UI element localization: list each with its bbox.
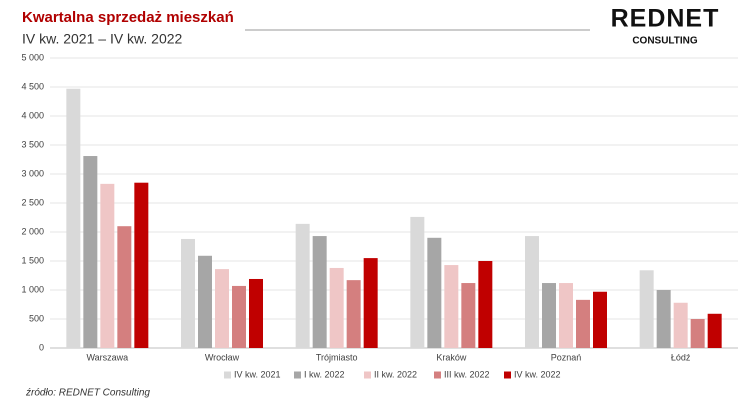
bar xyxy=(100,183,115,348)
bar xyxy=(427,237,442,348)
bar xyxy=(329,267,344,348)
legend-label: I kw. 2022 xyxy=(304,369,345,379)
x-tick-label: Wrocław xyxy=(205,352,240,362)
bar xyxy=(576,299,590,348)
legend-label: IV kw. 2022 xyxy=(514,369,561,379)
bar xyxy=(83,156,98,348)
bar xyxy=(410,216,425,348)
x-tick-label: Warszawa xyxy=(86,352,128,362)
bar xyxy=(215,269,229,348)
legend-label: III kw. 2022 xyxy=(444,369,490,379)
y-tick-label: 3 500 xyxy=(21,139,44,149)
legend-label: II kw. 2022 xyxy=(374,369,417,379)
y-tick-label: 1 000 xyxy=(21,284,44,294)
y-tick-label: 4 000 xyxy=(21,110,44,120)
logo: REDNET xyxy=(611,5,720,33)
bar xyxy=(198,255,212,348)
legend-swatch xyxy=(504,371,511,379)
y-tick-label: 5 000 xyxy=(21,52,44,62)
legend-swatch xyxy=(434,371,441,379)
legend-swatch xyxy=(224,371,231,379)
legend-swatch xyxy=(294,371,301,379)
bar xyxy=(181,238,195,348)
legend-swatch xyxy=(364,371,371,379)
chart-title: Kwartalna sprzedaż mieszkań xyxy=(22,9,234,26)
logo-sub: CONSULTING xyxy=(632,36,698,47)
y-tick-label: 4 500 xyxy=(21,81,44,91)
bar xyxy=(312,236,327,348)
x-tick-label: Łódź xyxy=(671,352,691,362)
y-tick-label: 2 000 xyxy=(21,226,44,236)
x-tick-label: Trójmiasto xyxy=(316,352,358,362)
bar xyxy=(461,283,476,348)
bar xyxy=(707,313,722,348)
bar xyxy=(66,88,81,349)
bar xyxy=(363,258,378,348)
bar xyxy=(559,283,573,348)
bar xyxy=(249,278,263,348)
x-tick-label: Poznań xyxy=(551,352,582,362)
y-tick-label: 0 xyxy=(39,342,44,352)
bar xyxy=(639,270,654,348)
bar xyxy=(117,226,132,348)
y-tick-label: 2 500 xyxy=(21,197,44,207)
bar xyxy=(295,223,310,348)
x-tick-label: Kraków xyxy=(436,352,467,362)
bar xyxy=(690,319,705,348)
source-note: źródło: REDNET Consulting xyxy=(25,388,150,399)
legend-label: IV kw. 2021 xyxy=(234,369,281,379)
y-tick-label: 1 500 xyxy=(21,255,44,265)
bar xyxy=(134,182,149,348)
bar xyxy=(232,285,246,348)
bar xyxy=(673,302,688,348)
bar xyxy=(525,236,539,348)
bar xyxy=(542,283,556,348)
bar xyxy=(593,291,607,348)
y-tick-label: 500 xyxy=(29,313,44,323)
bar xyxy=(444,265,459,348)
bar xyxy=(656,290,671,348)
chart-subtitle: IV kw. 2021 – IV kw. 2022 xyxy=(22,31,183,47)
bar xyxy=(478,261,493,348)
bar xyxy=(346,280,361,348)
y-tick-label: 3 000 xyxy=(21,168,44,178)
